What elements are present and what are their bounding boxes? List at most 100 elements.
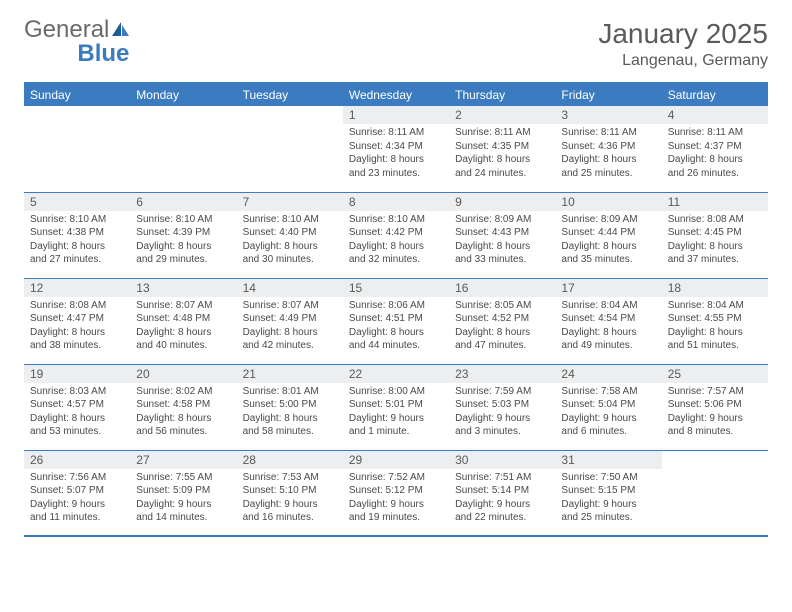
daylight-text: Daylight: 8 hours and 26 minutes. bbox=[668, 153, 762, 180]
sail-icon bbox=[111, 18, 131, 42]
day-details: Sunrise: 8:09 AMSunset: 4:43 PMDaylight:… bbox=[449, 211, 555, 271]
calendar-day-cell: 27Sunrise: 7:55 AMSunset: 5:09 PMDayligh… bbox=[130, 450, 236, 536]
sunset-text: Sunset: 5:01 PM bbox=[349, 398, 443, 412]
day-number: 16 bbox=[449, 279, 555, 297]
sunset-text: Sunset: 4:35 PM bbox=[455, 140, 549, 154]
sunset-text: Sunset: 4:54 PM bbox=[561, 312, 655, 326]
daylight-text: Daylight: 9 hours and 11 minutes. bbox=[30, 498, 124, 525]
day-details: Sunrise: 7:52 AMSunset: 5:12 PMDaylight:… bbox=[343, 469, 449, 529]
sunrise-text: Sunrise: 8:05 AM bbox=[455, 299, 549, 313]
day-number: 20 bbox=[130, 365, 236, 383]
calendar-page: GeneralBlue January 2025 Langenau, Germa… bbox=[0, 0, 792, 612]
calendar-day-cell bbox=[24, 106, 130, 192]
sunset-text: Sunset: 4:43 PM bbox=[455, 226, 549, 240]
daylight-text: Daylight: 8 hours and 51 minutes. bbox=[668, 326, 762, 353]
logo-text-1: General bbox=[24, 18, 109, 42]
daylight-text: Daylight: 8 hours and 42 minutes. bbox=[243, 326, 337, 353]
day-details: Sunrise: 7:59 AMSunset: 5:03 PMDaylight:… bbox=[449, 383, 555, 443]
day-number: 30 bbox=[449, 451, 555, 469]
sunset-text: Sunset: 4:34 PM bbox=[349, 140, 443, 154]
daylight-text: Daylight: 8 hours and 29 minutes. bbox=[136, 240, 230, 267]
weekday-header: Wednesday bbox=[343, 83, 449, 106]
sunset-text: Sunset: 5:04 PM bbox=[561, 398, 655, 412]
weekday-header: Monday bbox=[130, 83, 236, 106]
calendar-day-cell: 12Sunrise: 8:08 AMSunset: 4:47 PMDayligh… bbox=[24, 278, 130, 364]
day-number: 21 bbox=[237, 365, 343, 383]
header: GeneralBlue January 2025 Langenau, Germa… bbox=[24, 18, 768, 70]
day-number: 2 bbox=[449, 106, 555, 124]
calendar-week-row: 26Sunrise: 7:56 AMSunset: 5:07 PMDayligh… bbox=[24, 450, 768, 536]
sunrise-text: Sunrise: 7:52 AM bbox=[349, 471, 443, 485]
sunrise-text: Sunrise: 8:10 AM bbox=[136, 213, 230, 227]
sunset-text: Sunset: 4:45 PM bbox=[668, 226, 762, 240]
sunset-text: Sunset: 5:06 PM bbox=[668, 398, 762, 412]
day-details: Sunrise: 8:01 AMSunset: 5:00 PMDaylight:… bbox=[237, 383, 343, 443]
daylight-text: Daylight: 9 hours and 25 minutes. bbox=[561, 498, 655, 525]
daylight-text: Daylight: 8 hours and 47 minutes. bbox=[455, 326, 549, 353]
day-details: Sunrise: 8:11 AMSunset: 4:37 PMDaylight:… bbox=[662, 124, 768, 184]
calendar-day-cell: 14Sunrise: 8:07 AMSunset: 4:49 PMDayligh… bbox=[237, 278, 343, 364]
calendar-day-cell: 7Sunrise: 8:10 AMSunset: 4:40 PMDaylight… bbox=[237, 192, 343, 278]
day-number: 1 bbox=[343, 106, 449, 124]
calendar-day-cell: 30Sunrise: 7:51 AMSunset: 5:14 PMDayligh… bbox=[449, 450, 555, 536]
day-details: Sunrise: 8:05 AMSunset: 4:52 PMDaylight:… bbox=[449, 297, 555, 357]
calendar-day-cell bbox=[237, 106, 343, 192]
sunrise-text: Sunrise: 8:11 AM bbox=[349, 126, 443, 140]
sunrise-text: Sunrise: 8:10 AM bbox=[349, 213, 443, 227]
day-details: Sunrise: 8:04 AMSunset: 4:54 PMDaylight:… bbox=[555, 297, 661, 357]
sunrise-text: Sunrise: 8:04 AM bbox=[561, 299, 655, 313]
day-number: 12 bbox=[24, 279, 130, 297]
daylight-text: Daylight: 8 hours and 49 minutes. bbox=[561, 326, 655, 353]
sunset-text: Sunset: 4:38 PM bbox=[30, 226, 124, 240]
day-number: 14 bbox=[237, 279, 343, 297]
day-number: 3 bbox=[555, 106, 661, 124]
day-details: Sunrise: 7:56 AMSunset: 5:07 PMDaylight:… bbox=[24, 469, 130, 529]
daylight-text: Daylight: 9 hours and 6 minutes. bbox=[561, 412, 655, 439]
day-details: Sunrise: 8:10 AMSunset: 4:39 PMDaylight:… bbox=[130, 211, 236, 271]
sunset-text: Sunset: 5:14 PM bbox=[455, 484, 549, 498]
sunrise-text: Sunrise: 8:09 AM bbox=[455, 213, 549, 227]
day-number: 8 bbox=[343, 193, 449, 211]
sunrise-text: Sunrise: 7:59 AM bbox=[455, 385, 549, 399]
daylight-text: Daylight: 9 hours and 8 minutes. bbox=[668, 412, 762, 439]
day-details: Sunrise: 8:06 AMSunset: 4:51 PMDaylight:… bbox=[343, 297, 449, 357]
calendar-day-cell: 2Sunrise: 8:11 AMSunset: 4:35 PMDaylight… bbox=[449, 106, 555, 192]
day-number-empty bbox=[662, 451, 768, 469]
sunset-text: Sunset: 4:37 PM bbox=[668, 140, 762, 154]
day-details: Sunrise: 8:10 AMSunset: 4:40 PMDaylight:… bbox=[237, 211, 343, 271]
day-details: Sunrise: 8:08 AMSunset: 4:45 PMDaylight:… bbox=[662, 211, 768, 271]
day-details: Sunrise: 7:51 AMSunset: 5:14 PMDaylight:… bbox=[449, 469, 555, 529]
day-details: Sunrise: 8:08 AMSunset: 4:47 PMDaylight:… bbox=[24, 297, 130, 357]
daylight-text: Daylight: 8 hours and 38 minutes. bbox=[30, 326, 124, 353]
location-subtitle: Langenau, Germany bbox=[598, 52, 768, 70]
day-details: Sunrise: 8:11 AMSunset: 4:36 PMDaylight:… bbox=[555, 124, 661, 184]
sunrise-text: Sunrise: 7:56 AM bbox=[30, 471, 124, 485]
day-details: Sunrise: 7:58 AMSunset: 5:04 PMDaylight:… bbox=[555, 383, 661, 443]
daylight-text: Daylight: 8 hours and 25 minutes. bbox=[561, 153, 655, 180]
sunrise-text: Sunrise: 7:58 AM bbox=[561, 385, 655, 399]
sunrise-text: Sunrise: 8:10 AM bbox=[30, 213, 124, 227]
calendar-day-cell: 29Sunrise: 7:52 AMSunset: 5:12 PMDayligh… bbox=[343, 450, 449, 536]
sunset-text: Sunset: 5:03 PM bbox=[455, 398, 549, 412]
sunrise-text: Sunrise: 8:08 AM bbox=[30, 299, 124, 313]
day-number: 26 bbox=[24, 451, 130, 469]
sunset-text: Sunset: 4:40 PM bbox=[243, 226, 337, 240]
daylight-text: Daylight: 8 hours and 27 minutes. bbox=[30, 240, 124, 267]
day-number: 11 bbox=[662, 193, 768, 211]
sunset-text: Sunset: 4:47 PM bbox=[30, 312, 124, 326]
day-number: 23 bbox=[449, 365, 555, 383]
sunrise-text: Sunrise: 8:00 AM bbox=[349, 385, 443, 399]
sunset-text: Sunset: 4:36 PM bbox=[561, 140, 655, 154]
sunrise-text: Sunrise: 8:09 AM bbox=[561, 213, 655, 227]
day-number: 7 bbox=[237, 193, 343, 211]
calendar-day-cell: 28Sunrise: 7:53 AMSunset: 5:10 PMDayligh… bbox=[237, 450, 343, 536]
daylight-text: Daylight: 8 hours and 30 minutes. bbox=[243, 240, 337, 267]
calendar-week-row: 1Sunrise: 8:11 AMSunset: 4:34 PMDaylight… bbox=[24, 106, 768, 192]
day-number: 22 bbox=[343, 365, 449, 383]
calendar-table: Sunday Monday Tuesday Wednesday Thursday… bbox=[24, 82, 768, 537]
sunrise-text: Sunrise: 8:11 AM bbox=[561, 126, 655, 140]
month-title: January 2025 bbox=[598, 18, 768, 50]
calendar-body: 1Sunrise: 8:11 AMSunset: 4:34 PMDaylight… bbox=[24, 106, 768, 536]
weekday-header: Friday bbox=[555, 83, 661, 106]
day-details: Sunrise: 8:11 AMSunset: 4:35 PMDaylight:… bbox=[449, 124, 555, 184]
